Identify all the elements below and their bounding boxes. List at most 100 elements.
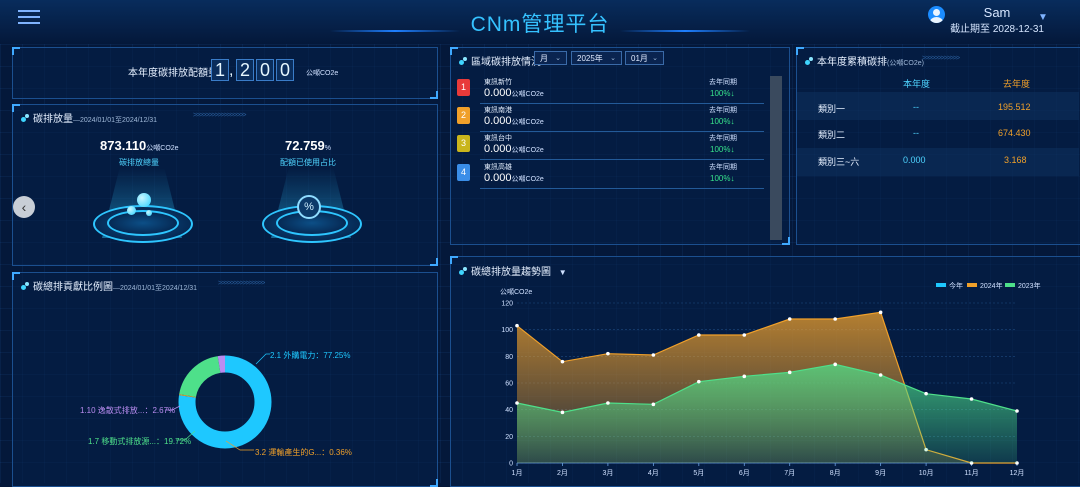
data-point xyxy=(742,333,747,337)
bubble-icon xyxy=(21,114,30,123)
rank-badge: 3 xyxy=(457,135,470,152)
menu-icon[interactable] xyxy=(18,10,40,24)
annual-row-last: 674.430 xyxy=(998,128,1031,138)
region-name: 東訊台中 xyxy=(484,135,512,142)
legend-label: 今年 xyxy=(949,283,963,290)
row-divider xyxy=(480,188,764,189)
x-tick-label: 8月 xyxy=(830,469,841,477)
region-name: 東訊新竹 xyxy=(484,79,512,86)
x-tick-label: 3月 xyxy=(602,469,613,477)
title-decoration-right xyxy=(620,30,750,32)
data-point xyxy=(515,323,519,328)
emission-total-caption: 碳排放總量 xyxy=(119,158,159,167)
data-point xyxy=(924,391,928,396)
data-point xyxy=(560,410,565,415)
rank-badge: 2 xyxy=(457,107,470,124)
legend-label: 2023年 xyxy=(1018,283,1041,290)
percent-icon: % xyxy=(297,195,321,219)
header: CNm管理平台 Sam 截止期至 2028-12-31 ▼ xyxy=(0,0,1080,44)
caret-down-icon[interactable]: ▼ xyxy=(558,268,567,277)
page-title: CNm管理平台 xyxy=(470,13,610,36)
x-tick-label: 12月 xyxy=(1010,469,1025,477)
quota-panel: 本年度碳排放配額量 1 , 2 0 0 公噸CO2e xyxy=(12,47,438,99)
region-title: 區域碳排放情況 xyxy=(471,57,541,68)
x-tick-label: 6月 xyxy=(739,469,750,477)
y-tick-label: 80 xyxy=(505,354,513,361)
region-last-label: 去年同期 xyxy=(709,164,737,171)
year-select[interactable]: 2025年 ⌄ xyxy=(571,51,622,65)
region-last-label: 去年同期 xyxy=(709,107,737,114)
y-axis-label: 公噸CO2e xyxy=(500,287,532,296)
bubble-orb-icon xyxy=(127,206,136,215)
chevron-down-icon[interactable]: ▼ xyxy=(1038,12,1048,23)
quota-digit: 0 xyxy=(256,59,274,81)
data-point xyxy=(833,362,837,367)
legend-item[interactable]: 2023年 xyxy=(1005,281,1041,291)
emission-title: 碳排放量 xyxy=(33,114,73,125)
emission-total-value: 873.110 xyxy=(100,138,147,153)
quota-label: 本年度碳排放配額量 xyxy=(128,68,218,79)
quota-comma: , xyxy=(229,62,234,79)
region-change-pct: 100%↓ xyxy=(710,89,735,98)
donut-label: 2.1 外購電力：77.25% xyxy=(270,351,351,360)
annual-row-current: -- xyxy=(913,128,919,138)
quota-digit: 0 xyxy=(276,59,294,81)
donut-label: 3.2 運輸產生的G...：0.36% xyxy=(255,448,352,457)
x-tick-label: 2月 xyxy=(557,469,568,477)
region-row: 1 東訊新竹 0.000公噸CO2e 去年同期 100%↓ xyxy=(454,76,764,104)
carousel-prev-button[interactable]: ‹ xyxy=(13,196,35,218)
bubble-icon xyxy=(21,282,30,291)
region-value-number: 0.000 xyxy=(484,143,512,155)
legend-item[interactable]: 2024年 xyxy=(967,281,1003,291)
region-row: 4 東訊高雄 0.000公噸CO2e 去年同期 100%↓ xyxy=(454,161,764,189)
y-tick-label: 0 xyxy=(509,461,513,468)
data-point xyxy=(969,397,974,401)
year-select-value: 2025年 xyxy=(577,54,603,63)
legend-item[interactable]: 今年 xyxy=(936,281,963,291)
annual-row-bg xyxy=(797,92,1079,120)
trend-title: 碳總排放量趨勢圖 xyxy=(471,267,551,278)
legend-swatch xyxy=(967,283,977,287)
region-value-unit: 公噸CO2e xyxy=(511,147,544,154)
quota-unit: 公噸CO2e xyxy=(306,70,339,77)
contribution-title: 碳總排貢獻比例圖 xyxy=(33,282,113,293)
region-list-scrollbar[interactable] xyxy=(770,76,782,240)
period-select[interactable]: 月 ⌄ xyxy=(534,51,567,65)
region-last-label: 去年同期 xyxy=(709,135,737,142)
contribution-panel-title: 碳總排貢獻比例圖—2024/01/01至2024/12/31 xyxy=(21,278,197,293)
rank-badge: 1 xyxy=(457,79,470,96)
annual-title: 本年度累積碳排 xyxy=(817,57,887,68)
donut-label: 1.7 移動式排放源...：19.72% xyxy=(88,437,192,446)
y-tick-label: 40 xyxy=(505,407,513,414)
annual-row-current: 0.000 xyxy=(903,155,926,165)
region-value: 0.000公噸CO2e xyxy=(484,172,544,184)
contribution-panel: 碳總排貢獻比例圖—2024/01/01至2024/12/31 >>>>>>>>>… xyxy=(12,272,438,487)
contribution-donut-chart xyxy=(178,355,272,449)
month-select[interactable]: 01月 ⌄ xyxy=(625,51,664,65)
annual-row-last: 195.512 xyxy=(998,102,1031,112)
region-last-label: 去年同期 xyxy=(709,79,737,86)
series-area-2 xyxy=(517,364,1017,463)
arrow-decoration: >>>>>>>>>>>> xyxy=(922,55,960,62)
emission-pct-value: 72.759 xyxy=(285,138,325,153)
annual-row-label: 類別二 xyxy=(818,130,846,140)
user-avatar-icon[interactable] xyxy=(928,6,945,23)
region-change-pct: 100%↓ xyxy=(710,174,735,183)
legend-swatch xyxy=(936,283,946,287)
data-point xyxy=(606,351,610,356)
region-row: 3 東訊台中 0.000公噸CO2e 去年同期 100%↓ xyxy=(454,132,764,160)
bubble-icon xyxy=(459,57,468,66)
region-change-pct: 100%↓ xyxy=(710,117,735,126)
legend-label: 2024年 xyxy=(980,283,1003,290)
bubble-orb-icon xyxy=(137,193,151,207)
data-point xyxy=(787,370,792,375)
annual-col-last: 去年度 xyxy=(1003,79,1031,89)
data-point xyxy=(651,353,656,357)
quota-digit: 1 xyxy=(211,59,229,81)
user-info[interactable]: Sam 截止期至 2028-12-31 xyxy=(950,5,1044,35)
annual-row-label: 類別一 xyxy=(818,104,846,114)
region-value-unit: 公噸CO2e xyxy=(511,91,544,98)
y-tick-label: 100 xyxy=(501,327,513,334)
region-value: 0.000公噸CO2e xyxy=(484,87,544,99)
bubble-icon xyxy=(459,267,468,276)
